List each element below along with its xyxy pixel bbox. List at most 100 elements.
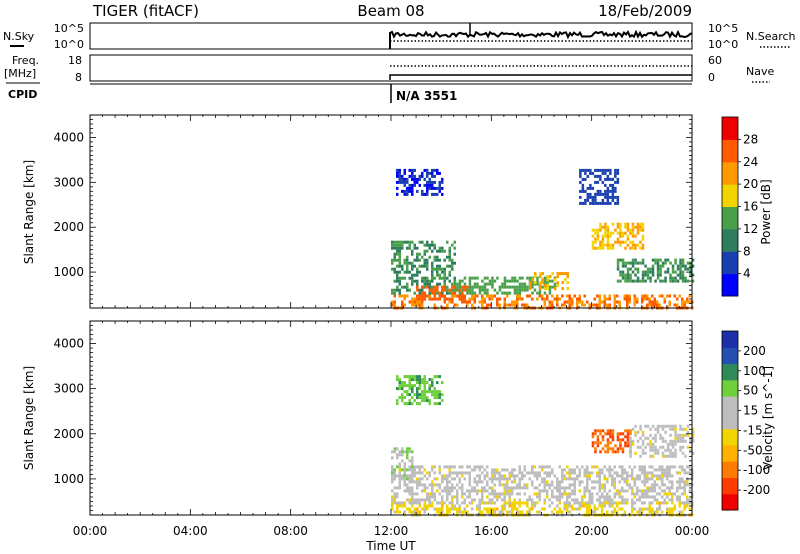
data-cell xyxy=(608,471,611,475)
data-cell xyxy=(641,258,645,262)
data-cell xyxy=(423,474,426,478)
data-cell xyxy=(486,483,489,487)
data-cell xyxy=(443,285,447,289)
data-cell xyxy=(426,507,429,511)
data-cell xyxy=(548,465,551,469)
data-cell xyxy=(461,279,464,283)
data-cell xyxy=(393,255,396,259)
data-cell xyxy=(518,492,521,496)
data-cell xyxy=(418,501,421,505)
data-cell xyxy=(591,486,594,490)
data-cell xyxy=(613,300,616,304)
data-cell xyxy=(441,504,444,508)
data-cell xyxy=(679,261,682,265)
data-cell xyxy=(678,510,681,514)
data-cell xyxy=(518,294,521,298)
data-cell xyxy=(628,465,631,469)
data-cell xyxy=(496,477,499,481)
data-cell xyxy=(411,384,414,388)
data-cell xyxy=(671,510,674,514)
data-cell xyxy=(421,498,424,502)
data-cell xyxy=(436,186,439,190)
data-cell xyxy=(526,486,529,490)
data-cell xyxy=(644,436,647,440)
data-cell xyxy=(661,294,664,298)
data-cell xyxy=(539,275,542,279)
data-cell xyxy=(599,192,602,196)
data-cell xyxy=(566,287,569,291)
data-cell xyxy=(438,390,441,394)
data-cell xyxy=(606,186,610,190)
data-cell xyxy=(401,381,404,385)
data-cell xyxy=(614,171,617,175)
data-cell xyxy=(418,465,421,469)
nsky-tick-top: 10^5 xyxy=(54,22,84,35)
data-cell xyxy=(598,495,601,499)
data-cell xyxy=(676,486,679,490)
data-cell xyxy=(491,276,494,280)
data-cell xyxy=(403,462,406,466)
data-cell xyxy=(406,189,409,193)
data-cell xyxy=(664,261,667,265)
data-cell xyxy=(456,507,459,511)
data-cell xyxy=(396,507,399,511)
data-cell xyxy=(631,507,634,511)
data-cell xyxy=(416,180,419,184)
data-cell xyxy=(408,378,411,382)
data-cell xyxy=(629,246,632,250)
data-cell xyxy=(446,255,449,259)
data-cell xyxy=(629,445,632,449)
data-cell xyxy=(473,276,477,280)
data-cell xyxy=(551,471,554,475)
data-cell xyxy=(678,498,681,502)
data-cell xyxy=(433,465,436,469)
data-cell xyxy=(609,441,612,445)
data-cell xyxy=(651,507,654,511)
data-cell xyxy=(436,402,439,406)
data-cell xyxy=(401,267,404,271)
data-cell xyxy=(611,435,615,439)
data-cell xyxy=(391,267,394,271)
data-cell xyxy=(396,492,399,496)
cpid-value: N/A 3551 xyxy=(396,89,457,103)
data-cell xyxy=(503,498,506,502)
data-cell xyxy=(416,252,419,256)
data-cell xyxy=(624,264,627,268)
data-cell xyxy=(646,492,649,496)
data-cell xyxy=(406,498,409,502)
data-cell xyxy=(626,300,629,304)
data-cell xyxy=(583,294,586,298)
data-cell xyxy=(676,439,680,443)
data-cell xyxy=(651,270,655,274)
data-cell xyxy=(593,504,596,508)
data-cell xyxy=(679,439,682,443)
data-cell xyxy=(448,291,451,295)
data-cell xyxy=(654,427,657,431)
data-cell xyxy=(411,474,414,478)
data-cell xyxy=(396,378,399,382)
data-cell xyxy=(528,507,531,511)
data-cell xyxy=(528,276,532,280)
data-cell xyxy=(601,198,605,202)
data-cell xyxy=(411,171,414,175)
data-cell xyxy=(423,264,426,268)
data-cell xyxy=(398,480,401,484)
data-cell xyxy=(433,297,437,301)
data-cell xyxy=(516,303,519,307)
data-cell xyxy=(538,489,541,493)
data-cell xyxy=(503,489,506,493)
data-cell xyxy=(578,294,581,298)
colorbar-tick-label: -100 xyxy=(743,463,770,477)
data-cell xyxy=(601,192,605,196)
data-cell xyxy=(631,222,635,226)
data-cell xyxy=(491,480,494,484)
data-cell xyxy=(686,498,689,502)
data-cell xyxy=(411,504,414,508)
data-cell xyxy=(486,495,489,499)
colorbar-tick-label: 100 xyxy=(743,364,766,378)
data-cell xyxy=(639,240,642,244)
data-cell xyxy=(411,477,414,481)
data-cell xyxy=(418,378,421,382)
data-cell xyxy=(681,480,684,484)
data-cell xyxy=(671,439,675,443)
